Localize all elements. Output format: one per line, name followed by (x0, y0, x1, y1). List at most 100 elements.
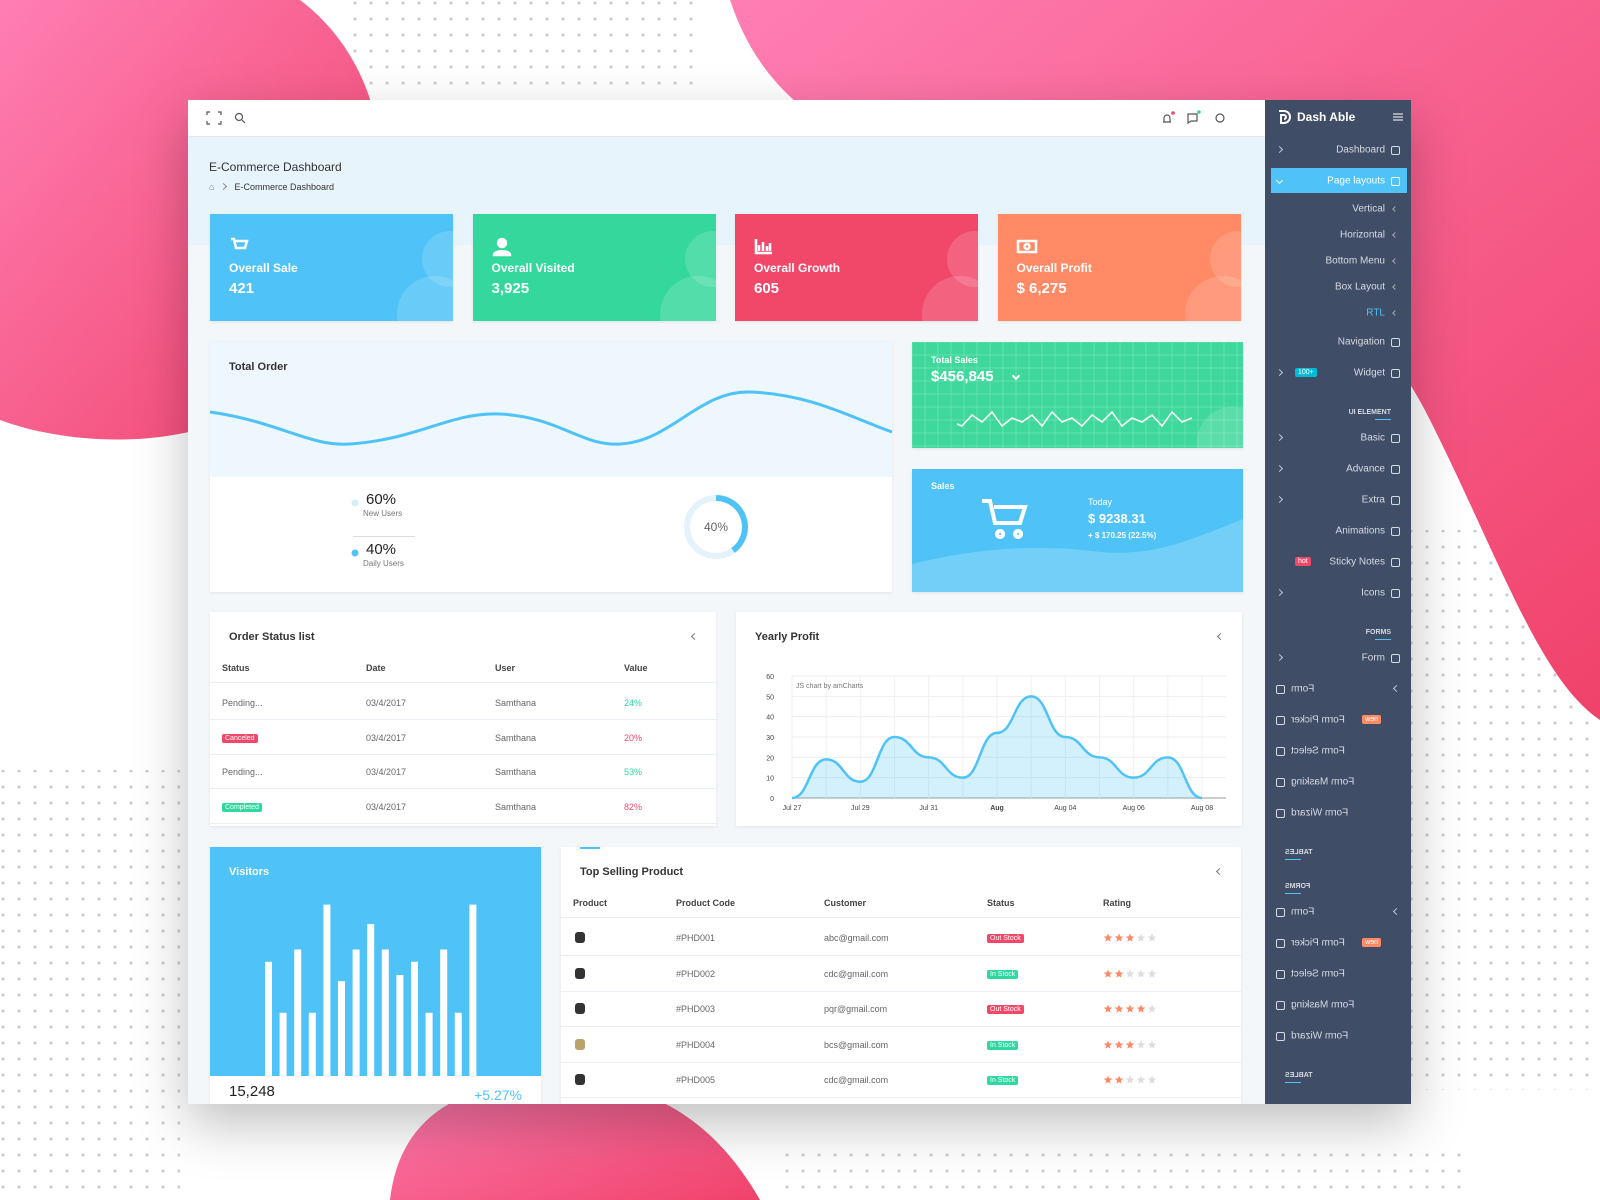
star-empty (1147, 1004, 1157, 1013)
menu-item[interactable]: Form Masking (1265, 766, 1411, 797)
menu-toggle[interactable] (1393, 113, 1403, 121)
menu-item[interactable]: Navigation (1265, 326, 1411, 357)
stat-card[interactable]: Overall Growth 605 (735, 214, 978, 321)
visitors-change: +5.27% (474, 1087, 522, 1103)
menu: Dashboard Page layouts Vertical Horizontal B… (1265, 134, 1411, 1085)
chat-icon[interactable] (1187, 113, 1198, 125)
decor-circle (947, 231, 978, 287)
star-empty (1147, 1040, 1157, 1049)
stat-icon (231, 237, 249, 250)
star-filled (1114, 933, 1124, 942)
customer: cdc@gmail.com (824, 968, 889, 979)
product-image (575, 1074, 585, 1085)
top-selling-card: Top Selling Product Product Product Code Cu… (561, 847, 1241, 1104)
menu-item[interactable]: Form Select (1265, 958, 1411, 989)
x-tick-label: Aug 04 (1054, 805, 1076, 812)
menu-item[interactable]: Form (1265, 673, 1411, 704)
sparkline (956, 410, 1193, 428)
menu-icon (1391, 337, 1400, 347)
menu-item[interactable]: Form (1265, 896, 1411, 927)
x-tick-label: Jul 29 (851, 805, 870, 812)
menu-item[interactable]: Icons (1265, 577, 1411, 608)
fullscreen-icon[interactable] (206, 111, 222, 125)
bar (367, 924, 375, 1076)
expand-chevron (1392, 907, 1401, 915)
wave-line (210, 390, 892, 446)
menu-label: Animations (1335, 525, 1385, 536)
active-bg (1271, 168, 1407, 193)
card-title: Top Selling Product (580, 866, 684, 878)
stat-label: Overall Profit (1016, 261, 1092, 275)
stat-value: $ 6,275 (1016, 280, 1067, 297)
menu-item[interactable]: Form Wizard (1265, 797, 1411, 828)
rating (1103, 1040, 1157, 1049)
menu-label: Form (1291, 906, 1315, 917)
cart-icon (982, 499, 1028, 539)
menu-item[interactable]: Form Select (1265, 735, 1411, 766)
product-code: #PHD003 (676, 1004, 716, 1014)
chart-credit: JS chart by amCharts (796, 683, 864, 690)
menu-item[interactable]: Sticky Notes hot (1265, 546, 1411, 577)
row-sep (210, 719, 716, 720)
menu-item[interactable]: Form (1265, 642, 1411, 673)
yearly-profit-card: Yearly Profit 0 10 20 30 40 50 60 Jul 27 Jul 29 Ju… (736, 612, 1242, 826)
total-order-bg (210, 342, 892, 477)
menu-item[interactable]: Widget 100+ (1265, 357, 1411, 388)
stat-divider (353, 536, 415, 537)
row-sep (561, 1097, 1241, 1098)
collapse-chevron[interactable] (690, 632, 699, 641)
customer: pqr@gmail.com (824, 1004, 888, 1014)
menu-sub[interactable]: Vertical (1265, 196, 1411, 222)
row-sep (210, 753, 716, 755)
menu-item[interactable]: Form Picker new (1265, 704, 1411, 735)
rating (1103, 969, 1157, 978)
bar (338, 981, 345, 1076)
menu-label: Advance (1346, 463, 1385, 474)
menu-label: TABLES (1285, 849, 1313, 856)
menu-item[interactable]: Dashboard (1265, 134, 1411, 165)
menu-item[interactable]: Page layouts (1265, 165, 1411, 196)
bar (265, 961, 272, 1076)
menu-item[interactable]: Advance (1265, 453, 1411, 484)
collapse-chevron[interactable] (1215, 867, 1224, 876)
stat-icon (492, 237, 511, 257)
menu-sub[interactable]: Box Layout (1265, 274, 1411, 300)
topbar (188, 100, 1265, 137)
menu-sub[interactable]: Bottom Menu (1265, 248, 1411, 274)
decor-circle (922, 276, 978, 321)
decor-circle (659, 276, 716, 321)
sub-arrow (1392, 232, 1398, 238)
menu-item[interactable]: Form Wizard (1265, 1020, 1411, 1051)
search-icon[interactable] (234, 112, 244, 122)
menu-sub[interactable]: RTL (1265, 300, 1411, 326)
breadcrumb: ⌂ E-Commerce Dashboard (209, 182, 334, 192)
menu-item[interactable]: Form Picker new (1265, 927, 1411, 958)
menu-item[interactable]: Basic (1265, 422, 1411, 453)
menu-item[interactable]: Form Masking (1265, 989, 1411, 1020)
stat-label: Overall Sale (229, 261, 298, 275)
stat-card[interactable]: Overall Sale 421 (210, 214, 453, 321)
stat-card[interactable]: Overall Visited 3,925 (472, 214, 716, 321)
menu-sub[interactable]: Horizontal (1265, 222, 1411, 248)
stat-decor (1016, 231, 1241, 321)
stat-percent: 40% (366, 541, 397, 558)
menu-item[interactable]: Extra (1265, 484, 1411, 515)
x-tick-label: Jul 31 (919, 805, 938, 812)
settings-icon[interactable] (1215, 113, 1225, 123)
status-badge: Completed (222, 802, 262, 812)
menu-icon (1276, 1000, 1285, 1010)
bar (469, 904, 477, 1076)
expand-chevron (1392, 684, 1401, 692)
bell-icon[interactable] (1163, 114, 1171, 123)
breadcrumb-item[interactable]: E-Commerce Dashboard (234, 182, 335, 192)
menu-item[interactable]: Animations (1265, 515, 1411, 546)
home-icon[interactable]: ⌂ (209, 182, 215, 192)
product-image (575, 1003, 585, 1014)
wave (210, 390, 892, 446)
decor-circle (422, 231, 453, 287)
column-header: Status (222, 663, 250, 673)
star-filled (1114, 1075, 1124, 1084)
stat-value: 3,925 (491, 280, 530, 297)
stat-card[interactable]: Overall Profit $ 6,275 (997, 214, 1241, 321)
